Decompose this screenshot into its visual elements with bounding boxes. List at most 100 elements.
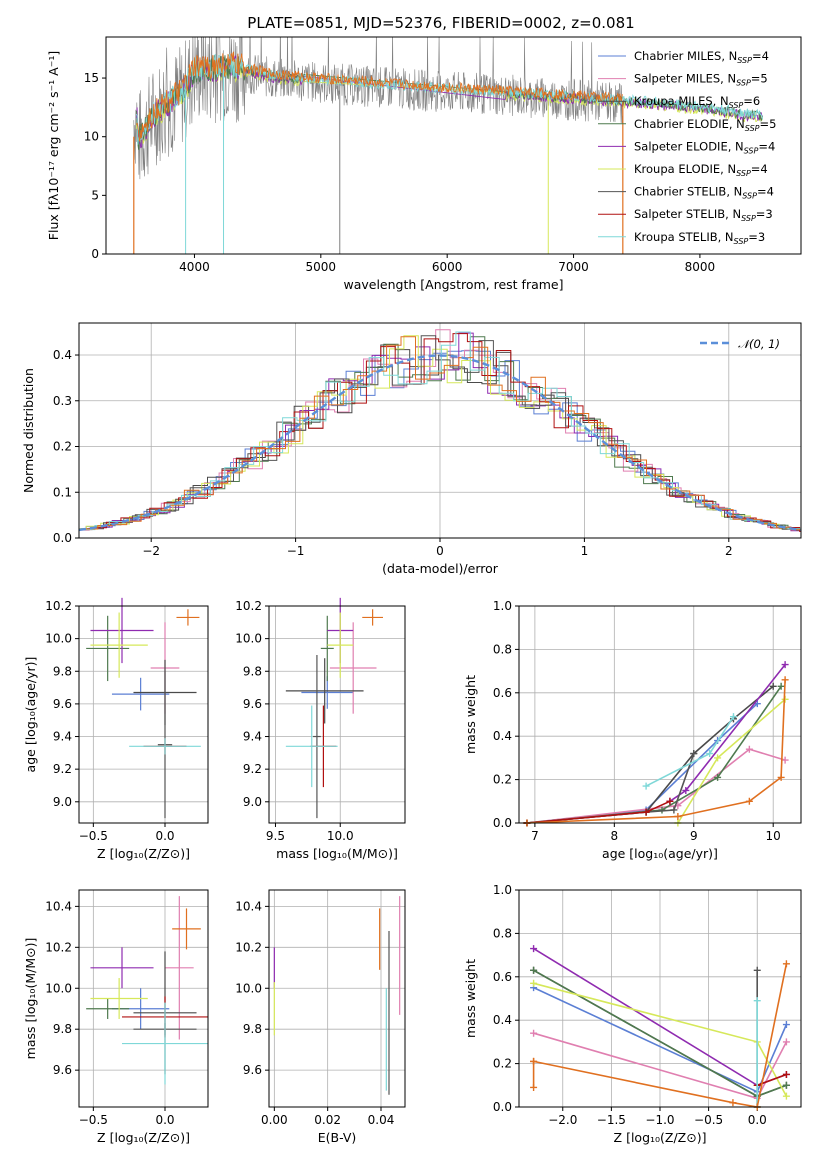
weight-marker	[530, 1057, 538, 1065]
x-tick-label: 1	[581, 544, 589, 558]
model-spectrum	[135, 51, 623, 142]
y-axis-label: Flux [fλ10⁻¹⁷ erg cm⁻² s⁻¹ A⁻¹]	[46, 51, 61, 240]
weight-marker	[706, 750, 714, 758]
y-tick-label: 10.4	[45, 899, 72, 913]
weight-marker	[781, 676, 789, 684]
y-tick-label: 9.2	[53, 762, 72, 776]
data-point	[320, 615, 334, 682]
y-tick-label: 10.0	[45, 981, 72, 995]
y-tick-label: 10.0	[235, 632, 262, 646]
legend-entry: Salpeter MILES, NSSP=5	[634, 72, 768, 88]
data-point	[172, 908, 201, 950]
weight-marker	[753, 997, 761, 1005]
y-tick-label: 5	[91, 188, 99, 202]
data-point	[86, 998, 130, 1019]
legend-entry: 𝒩(0, 1)	[738, 337, 780, 351]
y-axis-label: mass weight	[463, 959, 478, 1038]
y-tick-label: 0.0	[493, 816, 512, 830]
y-tick-label: 9.6	[53, 1063, 72, 1077]
weight-marker	[781, 661, 789, 669]
x-tick-label: 10.0	[327, 829, 354, 843]
x-tick-label: −1	[287, 544, 305, 558]
y-tick-label: 10.2	[235, 599, 262, 613]
y-tick-label: 0.8	[493, 642, 512, 656]
weight-marker	[781, 756, 789, 764]
weight-marker	[729, 713, 737, 721]
panel-5: −0.5 0.0 9.6 9.8 10.0 10.2 10.4 Z [log₁₀(Z/Z⊙)]…	[23, 889, 209, 1145]
x-tick-label: 6000	[432, 260, 463, 274]
y-axis-label: Normed distribution	[21, 368, 36, 493]
y-tick-label: 0.0	[53, 531, 72, 545]
weight-series	[526, 703, 758, 824]
y-tick-label: 10.2	[45, 599, 72, 613]
axes-frame	[78, 605, 209, 824]
y-tick-label: 9.8	[243, 1022, 262, 1036]
y-tick-label: 9.8	[243, 664, 262, 678]
data-point	[111, 677, 170, 711]
x-tick-label: 0.02	[314, 1113, 341, 1127]
x-tick-label: 9	[690, 829, 698, 843]
weight-marker	[745, 745, 753, 753]
x-tick-label: 10	[766, 829, 781, 843]
weight-marker	[530, 966, 538, 974]
y-tick-label: 10.2	[235, 940, 262, 954]
weight-marker	[729, 1099, 737, 1107]
x-tick-label: 5000	[306, 260, 337, 274]
x-axis-label: mass [log₁₀(M/M⊙)]	[276, 846, 398, 861]
weight-marker	[714, 773, 722, 781]
y-tick-label: 9.2	[243, 762, 262, 776]
weight-marker	[642, 782, 650, 790]
weight-marker	[782, 1092, 790, 1100]
weight-marker	[782, 1070, 790, 1078]
legend-entry: Chabrier ELODIE, NSSP=5	[634, 117, 776, 133]
weight-marker	[530, 1029, 538, 1037]
x-tick-label: 0	[436, 544, 444, 558]
weight-marker	[782, 1081, 790, 1089]
y-tick-label: 0.0	[493, 1100, 512, 1114]
x-axis-label: age [log₁₀(age/yr)]	[602, 846, 718, 861]
y-tick-label: 0.2	[493, 773, 512, 787]
legend-entry: Kroupa STELIB, NSSP=3	[634, 230, 765, 246]
axes-frame	[78, 322, 802, 539]
x-tick-label: 2	[725, 544, 733, 558]
x-tick-label: 7000	[558, 260, 589, 274]
data-point	[122, 1002, 208, 1085]
normal-curve	[79, 354, 801, 532]
x-axis-label: Z [log₁₀(Z/Z⊙)]	[97, 1130, 190, 1145]
y-axis-label: mass [log₁₀(M/M⊙)]	[23, 938, 38, 1060]
y-tick-label: 9.4	[243, 730, 262, 744]
weight-marker	[690, 750, 698, 758]
y-tick-label: 9.8	[53, 664, 72, 678]
y-tick-label: 0	[91, 247, 99, 261]
panel-1: −2 −1 0 1 2 0.0 0.1 0.2 0.3 0.4 (data-model)/error…	[21, 322, 802, 576]
x-tick-label: −1.5	[597, 1113, 626, 1127]
data-point	[362, 609, 383, 626]
panel-3: 9.5 10.0 9.0 9.2 9.4 9.6 9.8 10.0 10.2 mass [log₁…	[235, 597, 406, 861]
panel-2: −0.5 0.0 9.0 9.2 9.4 9.6 9.8 10.0 10.2 Z [log₁₀(Z…	[23, 597, 209, 861]
panel-7: −2.0 −1.5 −1.0 −0.5 0.0 0.0 0.2 0.4 0.6 0.8 1.0 Z […	[463, 883, 802, 1145]
x-tick-label: 0.04	[368, 1113, 395, 1127]
residual-histogram	[83, 332, 801, 532]
weight-marker	[782, 1021, 790, 1029]
weight-marker	[777, 773, 785, 781]
x-tick-label: 8000	[685, 260, 716, 274]
y-axis-label: mass weight	[463, 675, 478, 754]
y-tick-label: 0.2	[493, 1057, 512, 1071]
observed-spectrum	[133, 37, 623, 180]
y-axis-label: age [log₁₀(age/yr)]	[23, 657, 38, 773]
legend: Chabrier MILES, NSSP=4 Salpeter MILES, NS…	[598, 49, 776, 246]
axes-frame	[105, 36, 802, 255]
weight-marker	[777, 682, 785, 690]
y-tick-label: 0.4	[53, 348, 72, 362]
data-point	[327, 612, 354, 678]
y-tick-label: 1.0	[493, 599, 512, 613]
data-point	[165, 896, 194, 1040]
y-tick-label: 0.4	[493, 729, 512, 743]
data-point	[285, 705, 338, 788]
residual-histogram	[83, 336, 801, 531]
weight-marker	[670, 806, 678, 814]
x-tick-label: 0.00	[261, 1113, 288, 1127]
x-tick-label: −2	[142, 544, 160, 558]
weight-marker	[682, 786, 690, 794]
